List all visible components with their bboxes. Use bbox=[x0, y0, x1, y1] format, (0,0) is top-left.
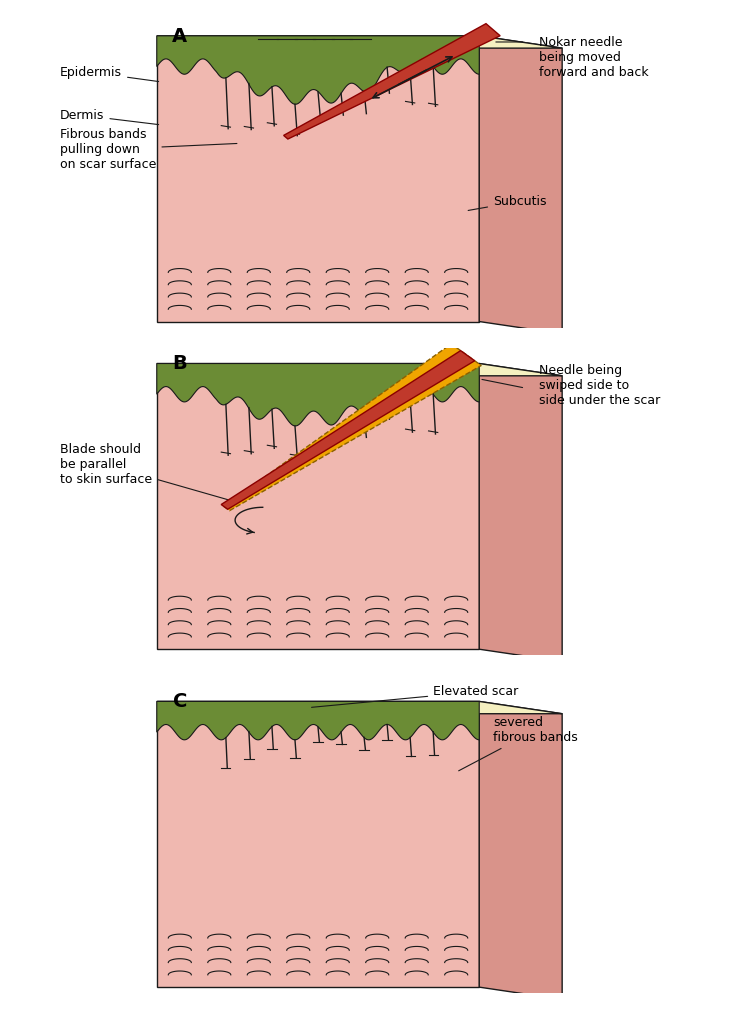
Polygon shape bbox=[157, 36, 562, 48]
Text: Subcutis: Subcutis bbox=[468, 195, 547, 211]
Text: Nokar needle
being moved
forward and back: Nokar needle being moved forward and bac… bbox=[539, 36, 649, 79]
Polygon shape bbox=[157, 701, 479, 987]
Text: A: A bbox=[172, 27, 187, 46]
Polygon shape bbox=[479, 701, 562, 999]
Text: C: C bbox=[172, 692, 187, 712]
Text: Epidermis: Epidermis bbox=[60, 66, 158, 82]
Text: Dermis: Dermis bbox=[60, 109, 158, 125]
Polygon shape bbox=[157, 36, 479, 322]
Polygon shape bbox=[284, 24, 500, 139]
Polygon shape bbox=[224, 344, 481, 511]
Polygon shape bbox=[157, 701, 479, 739]
Polygon shape bbox=[479, 364, 562, 662]
Text: Elevated scar: Elevated scar bbox=[311, 685, 519, 708]
Text: severed
fibrous bands: severed fibrous bands bbox=[458, 717, 578, 771]
Polygon shape bbox=[221, 350, 475, 509]
Polygon shape bbox=[157, 364, 479, 426]
Polygon shape bbox=[157, 36, 479, 104]
Polygon shape bbox=[157, 364, 562, 376]
Text: Fibrous bands
pulling down
on scar surface: Fibrous bands pulling down on scar surfa… bbox=[60, 128, 237, 171]
Text: B: B bbox=[172, 354, 187, 374]
Text: Blade should
be parallel
to skin surface: Blade should be parallel to skin surface bbox=[60, 443, 233, 501]
Polygon shape bbox=[157, 701, 562, 714]
Polygon shape bbox=[479, 36, 562, 334]
Polygon shape bbox=[157, 364, 479, 649]
Text: Needle being
swiped side to
side under the scar: Needle being swiped side to side under t… bbox=[539, 364, 661, 407]
